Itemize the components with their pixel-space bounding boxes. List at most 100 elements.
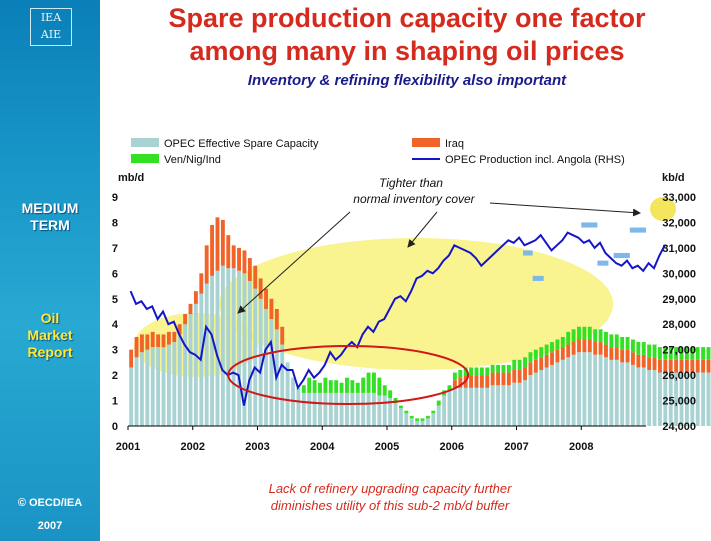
spare-capacity-bar	[609, 359, 614, 426]
spare-capacity-bar	[533, 372, 538, 426]
iraq-bar	[641, 354, 646, 368]
spare-capacity-bar	[339, 392, 344, 426]
highlight-ellipse-2004-2006	[219, 238, 614, 370]
ven-nig-ind-bar	[657, 347, 662, 360]
legend-label-ven: Ven/Nig/Ind	[164, 154, 221, 166]
iraq-bar	[469, 375, 474, 388]
iraq-bar	[134, 336, 139, 358]
ven-nig-ind-bar	[301, 385, 306, 393]
ven-nig-ind-bar	[328, 380, 333, 393]
iraq-bar	[571, 342, 576, 355]
y-tick-label: 3	[112, 345, 118, 357]
spare-capacity-bar	[242, 273, 247, 426]
opec-production-line	[129, 231, 666, 406]
spare-capacity-bar	[674, 372, 679, 426]
legend-label-production: OPEC Production incl. Angola (RHS)	[445, 154, 625, 166]
y2-tick-label: 31,000	[662, 243, 696, 255]
spare-capacity-bar	[409, 418, 414, 426]
spare-capacity-bar	[447, 390, 452, 426]
iraq-bar	[269, 298, 274, 320]
ven-nig-ind-bar	[544, 344, 549, 355]
omr-line2: Market	[27, 327, 73, 343]
spare-capacity-bar	[139, 352, 144, 426]
spare-capacity-bar	[398, 408, 403, 426]
spare-capacity-bar	[172, 342, 177, 426]
x-tick-label: 2006	[440, 441, 464, 453]
y2-tick-label: 32,000	[662, 217, 696, 229]
spare-capacity-bar	[598, 354, 603, 426]
ven-nig-ind-bar	[560, 336, 565, 348]
title-line1: Spare production capacity one factor	[168, 3, 646, 33]
iraq-bar	[199, 273, 204, 294]
spare-capacity-bar	[301, 392, 306, 426]
ven-nig-ind-bar	[312, 380, 317, 393]
spare-capacity-bar	[161, 347, 166, 426]
spare-capacity-bar	[372, 392, 376, 426]
annotation-line2: normal inventory cover	[353, 192, 475, 206]
spare-capacity-bar	[366, 392, 371, 426]
copyright: © OECD/IEA	[17, 497, 83, 509]
ven-nig-ind-bar	[631, 339, 635, 353]
spare-capacity-bar	[129, 367, 134, 426]
iraq-bar	[458, 377, 463, 388]
iraq-bar	[496, 372, 501, 386]
iraq-bar	[253, 265, 258, 289]
iraq-bar	[210, 224, 215, 276]
y-tick-label: 9	[112, 192, 118, 204]
ven-nig-ind-bar	[366, 372, 371, 393]
iraq-bar	[280, 326, 285, 345]
ven-nig-ind-bar	[641, 342, 646, 355]
ven-nig-ind-bar	[409, 415, 414, 419]
x-tick-label: 2007	[504, 441, 528, 453]
ven-nig-ind-bar	[593, 329, 598, 343]
spare-capacity-bar	[701, 372, 706, 426]
spare-capacity-bar	[377, 395, 382, 426]
ven-nig-ind-bar	[652, 344, 657, 358]
x-tick-label: 2005	[375, 441, 399, 453]
spare-capacity-bar	[361, 392, 366, 426]
ven-nig-ind-bar	[695, 347, 700, 360]
iraq-bar	[528, 362, 533, 376]
y-tick-label: 1	[112, 396, 118, 408]
spare-capacity-bar	[210, 275, 215, 426]
spare-capacity-bar	[258, 298, 263, 426]
forecast-band	[613, 252, 630, 259]
iraq-bar	[706, 359, 711, 373]
spare-capacity-bar	[517, 382, 522, 426]
iea-logo: IEA AIE	[30, 8, 72, 46]
ven-nig-ind-bar	[372, 372, 376, 393]
spare-capacity-bar	[237, 270, 242, 426]
spare-capacity-bar	[512, 382, 517, 426]
iraq-bar	[679, 359, 684, 373]
spare-capacity-bar	[393, 403, 398, 426]
ven-nig-ind-bar	[555, 339, 560, 350]
spare-capacity-bar	[415, 420, 420, 426]
y2-tick-label: 30,000	[662, 268, 696, 280]
ven-nig-ind-bar	[350, 380, 355, 393]
ven-nig-ind-bar	[539, 347, 544, 358]
spare-capacity-bar	[555, 362, 560, 426]
ven-nig-ind-bar	[663, 347, 668, 360]
iraq-bar	[166, 331, 171, 345]
ven-nig-ind-bar	[620, 336, 625, 350]
ven-nig-ind-bar	[479, 367, 484, 376]
y2-tick-label: 28,000	[662, 319, 696, 331]
footnote-line2: diminishes utility of this sub-2 mb/d bu…	[270, 498, 510, 513]
iraq-bar	[609, 347, 614, 360]
x-tick-label: 2001	[116, 441, 140, 453]
iraq-bar	[539, 357, 544, 371]
iraq-bar	[501, 372, 506, 386]
iraq-bar	[690, 359, 695, 373]
y-tick-label: 2	[112, 370, 118, 382]
forecast-band	[581, 222, 598, 228]
spare-capacity-bar	[269, 319, 274, 426]
medium-term-label: MEDIUM TERM	[0, 200, 100, 234]
spare-capacity-bar	[231, 268, 236, 426]
annotation-line1: Tighter than	[379, 176, 443, 190]
spare-capacity-bar	[620, 362, 625, 426]
spare-capacity-bar	[652, 370, 657, 426]
spare-capacity-bar	[657, 372, 662, 426]
ven-nig-ind-bar	[528, 352, 533, 363]
x-tick-label: 2003	[245, 441, 269, 453]
ven-nig-ind-bar	[550, 342, 554, 353]
